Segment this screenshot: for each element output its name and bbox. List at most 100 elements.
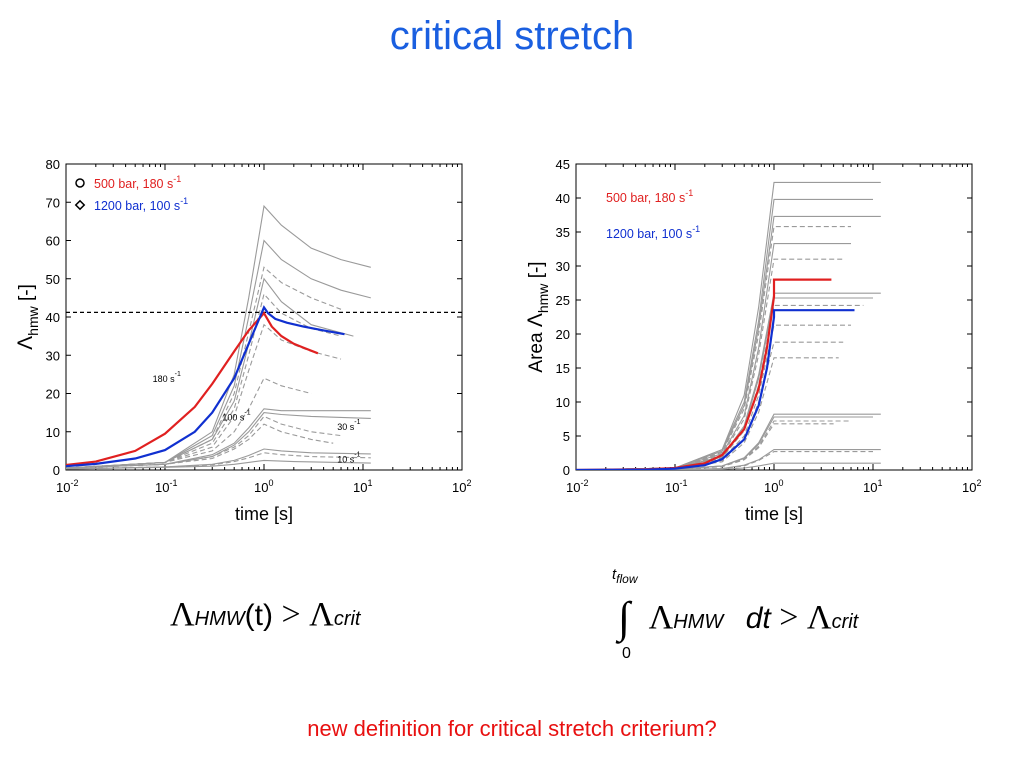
gray-series-line bbox=[66, 408, 371, 469]
y-tick-label: 5 bbox=[563, 429, 570, 444]
y-tick-label: 10 bbox=[46, 425, 60, 440]
x-tick-label-exp: 0 bbox=[778, 478, 783, 488]
formula-right-op: > bbox=[779, 599, 799, 636]
annotation-label-exp: -1 bbox=[354, 419, 360, 426]
legend-entry: 1200 bar, 100 s-1 bbox=[94, 196, 188, 213]
x-tick-label: 102 bbox=[452, 478, 471, 495]
y-tick-label: 40 bbox=[556, 191, 570, 206]
formula-right: ∫ ΛHMW dt > Λcrit bbox=[618, 588, 859, 642]
formula-left: ΛHMW(t) > Λcrit bbox=[170, 596, 360, 634]
formula-left-rhs-symbol: Λ bbox=[309, 596, 334, 633]
series-group bbox=[576, 181, 881, 470]
legend-marker-circle bbox=[75, 178, 85, 188]
x-tick-label-exp: -2 bbox=[580, 478, 588, 488]
x-tick-label: 101 bbox=[863, 478, 882, 495]
x-tick-label-base: 10 bbox=[764, 480, 778, 495]
x-tick-label: 10-1 bbox=[665, 478, 687, 495]
x-tick-label: 10-2 bbox=[566, 478, 588, 495]
gray-series-line bbox=[66, 415, 342, 469]
formula-right-symbol: Λ bbox=[648, 599, 674, 636]
y-tick-label: 30 bbox=[556, 259, 570, 274]
plot-frame bbox=[65, 163, 463, 471]
y-axis-label-unit: [-] bbox=[526, 261, 547, 283]
legend-entry-base: 1200 bar, 100 s bbox=[606, 227, 692, 241]
legend-entry: 500 bar, 180 s-1 bbox=[606, 188, 693, 205]
legend-entry-exp: -1 bbox=[173, 174, 181, 184]
gray-series-line bbox=[66, 377, 312, 469]
y-tick-label: 15 bbox=[556, 361, 570, 376]
annotation-label: 10 s-1 bbox=[337, 451, 360, 464]
x-tick-label-exp: -1 bbox=[679, 478, 687, 488]
x-tick-label-base: 10 bbox=[962, 480, 976, 495]
gray-series-line bbox=[66, 452, 371, 470]
bottom-question: new definition for critical stretch crit… bbox=[307, 716, 717, 741]
integral-upper-limit-sub: flow bbox=[616, 572, 638, 586]
integral-sign: ∫ bbox=[618, 593, 631, 642]
formula-left-arg: (t) bbox=[244, 599, 273, 632]
x-tick-label-base: 10 bbox=[254, 480, 268, 495]
y-tick-label: 10 bbox=[556, 395, 570, 410]
legend-entry: 1200 bar, 100 s-1 bbox=[606, 224, 700, 241]
y-axis-label-symbol: Λ bbox=[524, 313, 547, 327]
formula-left-lhs-sub: HMW bbox=[194, 608, 245, 630]
x-tick-label-base: 10 bbox=[353, 480, 367, 495]
annotation-label-exp: -1 bbox=[244, 409, 250, 416]
annotation-label: 100 s-1 bbox=[222, 409, 250, 422]
annotation-label-exp: -1 bbox=[354, 451, 360, 458]
x-tick-label-exp: 1 bbox=[877, 478, 882, 488]
formula-left-rhs-sub: crit bbox=[333, 608, 361, 630]
x-tick-label-base: 10 bbox=[155, 480, 169, 495]
integral-upper-limit-base: t bbox=[612, 566, 617, 583]
gray-series-line bbox=[66, 323, 342, 469]
legend-entry: 500 bar, 180 s-1 bbox=[94, 174, 181, 191]
y-axis-label: Λhmw [-] bbox=[14, 284, 41, 350]
y-axis-label-symbol: Λ bbox=[14, 336, 37, 350]
annotation-label-base: 180 s bbox=[153, 374, 176, 384]
x-tick-label-exp: 2 bbox=[466, 478, 471, 488]
legend-entry-exp: -1 bbox=[180, 196, 188, 206]
y-axis-label-sub: hmw bbox=[25, 305, 41, 335]
integral-upper-limit: tflow bbox=[612, 566, 638, 586]
y-axis-label-prefix: Area bbox=[526, 327, 547, 372]
legend-entry-base: 500 bar, 180 s bbox=[94, 177, 173, 191]
annotation-label-base: 10 s bbox=[337, 454, 355, 464]
formula-right-rhs-sub: crit bbox=[831, 611, 859, 633]
y-tick-label: 20 bbox=[556, 327, 570, 342]
annotation-label-base: 100 s bbox=[222, 412, 245, 422]
gray-series-line bbox=[66, 423, 334, 469]
x-tick-label: 100 bbox=[254, 478, 273, 495]
x-tick-label-exp: 2 bbox=[976, 478, 981, 488]
annotation-label: 30 s-1 bbox=[337, 419, 360, 432]
y-axis-label-sub: hmw bbox=[535, 283, 551, 313]
legend-entry-exp: -1 bbox=[685, 188, 693, 198]
x-tick-label-base: 10 bbox=[863, 480, 877, 495]
x-tick-label-exp: -1 bbox=[169, 478, 177, 488]
y-axis-label: Area Λhmw [-] bbox=[524, 261, 551, 372]
x-tick-label: 10-1 bbox=[155, 478, 177, 495]
y-tick-label: 80 bbox=[46, 157, 60, 172]
x-tick-label-exp: -2 bbox=[70, 478, 78, 488]
x-tick-label-base: 10 bbox=[56, 480, 70, 495]
slide-title: critical stretch bbox=[389, 14, 635, 58]
x-tick-label: 101 bbox=[353, 478, 372, 495]
gray-series-line bbox=[66, 459, 371, 470]
y-tick-label: 50 bbox=[46, 272, 60, 287]
formula-left-lhs-symbol: Λ bbox=[170, 596, 195, 633]
integral-lower-limit: 0 bbox=[622, 645, 631, 662]
legend-entry-base: 500 bar, 180 s bbox=[606, 191, 685, 205]
y-tick-label: 20 bbox=[46, 387, 60, 402]
x-tick-label: 100 bbox=[764, 478, 783, 495]
x-tick-label-exp: 0 bbox=[268, 478, 273, 488]
series-line-1200bar bbox=[576, 309, 855, 470]
x-tick-label: 10-2 bbox=[56, 478, 78, 495]
x-tick-label-base: 10 bbox=[566, 480, 580, 495]
series-line-1200bar bbox=[66, 305, 345, 468]
gray-series-line bbox=[66, 292, 342, 469]
y-tick-label: 45 bbox=[556, 157, 570, 172]
annotation-label: 180 s-1 bbox=[153, 371, 181, 384]
gray-series-line bbox=[66, 239, 371, 469]
series-line-500bar bbox=[66, 311, 319, 467]
y-tick-label: 35 bbox=[556, 225, 570, 240]
